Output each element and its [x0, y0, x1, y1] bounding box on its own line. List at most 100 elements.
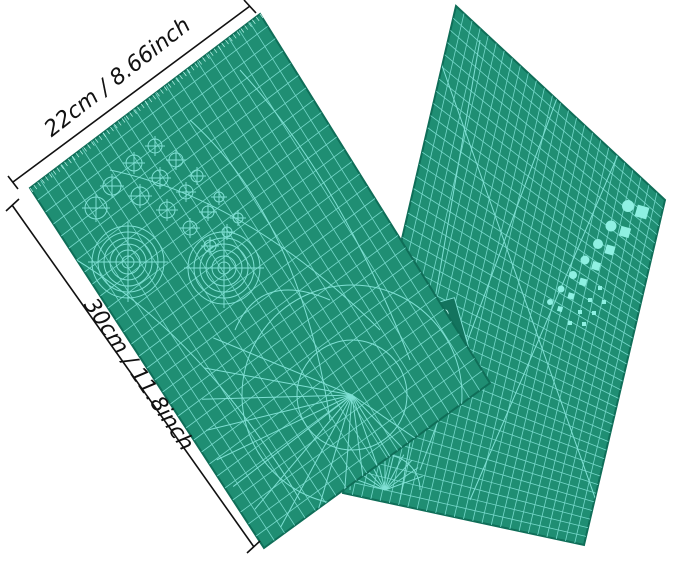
square-template: [592, 311, 596, 315]
grid-line: [138, 185, 368, 357]
tick: [255, 16, 260, 22]
tick: [202, 57, 206, 62]
grid-line: [248, 358, 475, 525]
grid-line: [396, 261, 623, 382]
tick: [45, 176, 49, 181]
square-template: [634, 204, 650, 220]
tick: [229, 36, 233, 42]
square-template: [588, 298, 592, 302]
fan-line: [213, 337, 353, 396]
cutting-mat-front: [28, 12, 492, 550]
grid-line: [170, 235, 399, 405]
tick: [232, 34, 237, 39]
tick: [137, 106, 141, 112]
guide-curve: [59, 249, 301, 501]
fan-line: [204, 367, 353, 396]
tick: [140, 103, 145, 109]
tick: [121, 118, 126, 123]
tick: [106, 129, 110, 135]
grid-line: [53, 50, 284, 225]
height-dimension-line: [5, 198, 261, 554]
grid-line: [424, 139, 643, 296]
grid-line: [37, 25, 268, 201]
concentric-circle-guides: [88, 222, 264, 308]
grid-line: [447, 42, 660, 227]
grid-line: [84, 99, 314, 273]
grid-line: [402, 236, 627, 365]
grid-line: [60, 62, 291, 237]
grid-line: [193, 271, 422, 441]
grid-line: [177, 247, 406, 417]
tick: [160, 89, 164, 94]
guide-curve: [239, 69, 411, 361]
tick: [37, 181, 41, 187]
square-template: [591, 261, 601, 271]
tick: [186, 68, 191, 74]
square-template: [567, 292, 575, 300]
tick: [87, 144, 91, 149]
tick: [248, 22, 252, 27]
shape-templates: [547, 200, 650, 326]
ruler-ticks: [29, 13, 264, 193]
grid-line: [224, 321, 452, 489]
square-template: [582, 322, 586, 326]
guide-curve: [234, 289, 331, 331]
curve-guide-lines: [59, 69, 411, 501]
circle-template: [622, 200, 634, 212]
tick: [244, 25, 248, 30]
tick: [148, 97, 153, 103]
tick: [259, 13, 264, 19]
tick: [102, 132, 107, 138]
grid-line: [92, 112, 322, 285]
grid-line: [146, 198, 376, 369]
square-template: [598, 286, 602, 290]
tick: [206, 54, 210, 59]
grid-line: [240, 345, 468, 513]
tick: [56, 167, 61, 172]
tick: [190, 65, 195, 71]
grid-line: [438, 78, 654, 253]
square-template: [578, 277, 588, 287]
grid-line: [450, 30, 662, 218]
tick: [213, 48, 218, 54]
grid-line: [441, 66, 656, 244]
tick: [125, 115, 130, 120]
tick: [71, 155, 76, 161]
fan-line: [216, 394, 353, 461]
tick: [175, 77, 179, 83]
tick: [98, 135, 103, 141]
tick: [144, 100, 149, 106]
fan-line: [384, 467, 419, 491]
circle-template: [605, 220, 617, 232]
angle-line: [469, 149, 621, 501]
grid-line: [348, 468, 589, 529]
grid-line: [255, 370, 483, 537]
tick: [52, 170, 57, 175]
fan-line: [384, 451, 396, 491]
fan-line: [280, 394, 353, 528]
tick: [217, 45, 222, 51]
tick: [240, 28, 245, 33]
square-template: [578, 310, 582, 314]
tick: [83, 147, 87, 152]
tick: [133, 109, 137, 114]
tick: [94, 138, 99, 143]
tick: [117, 121, 122, 126]
square-template: [602, 300, 606, 304]
guide-curve: [189, 119, 331, 421]
tick: [171, 80, 176, 85]
tick: [33, 184, 38, 190]
square-template: [568, 321, 572, 325]
grid-line: [107, 136, 337, 309]
tick: [163, 86, 168, 91]
tick: [68, 158, 72, 164]
fan-line: [254, 394, 353, 510]
circle-template: [593, 239, 603, 249]
grid-line: [452, 17, 664, 209]
circle-template: [580, 255, 590, 265]
tick: [198, 60, 202, 65]
grid-line: [404, 224, 629, 356]
tick: [60, 164, 64, 170]
tick: [29, 187, 34, 193]
circle-templates: [82, 136, 246, 255]
